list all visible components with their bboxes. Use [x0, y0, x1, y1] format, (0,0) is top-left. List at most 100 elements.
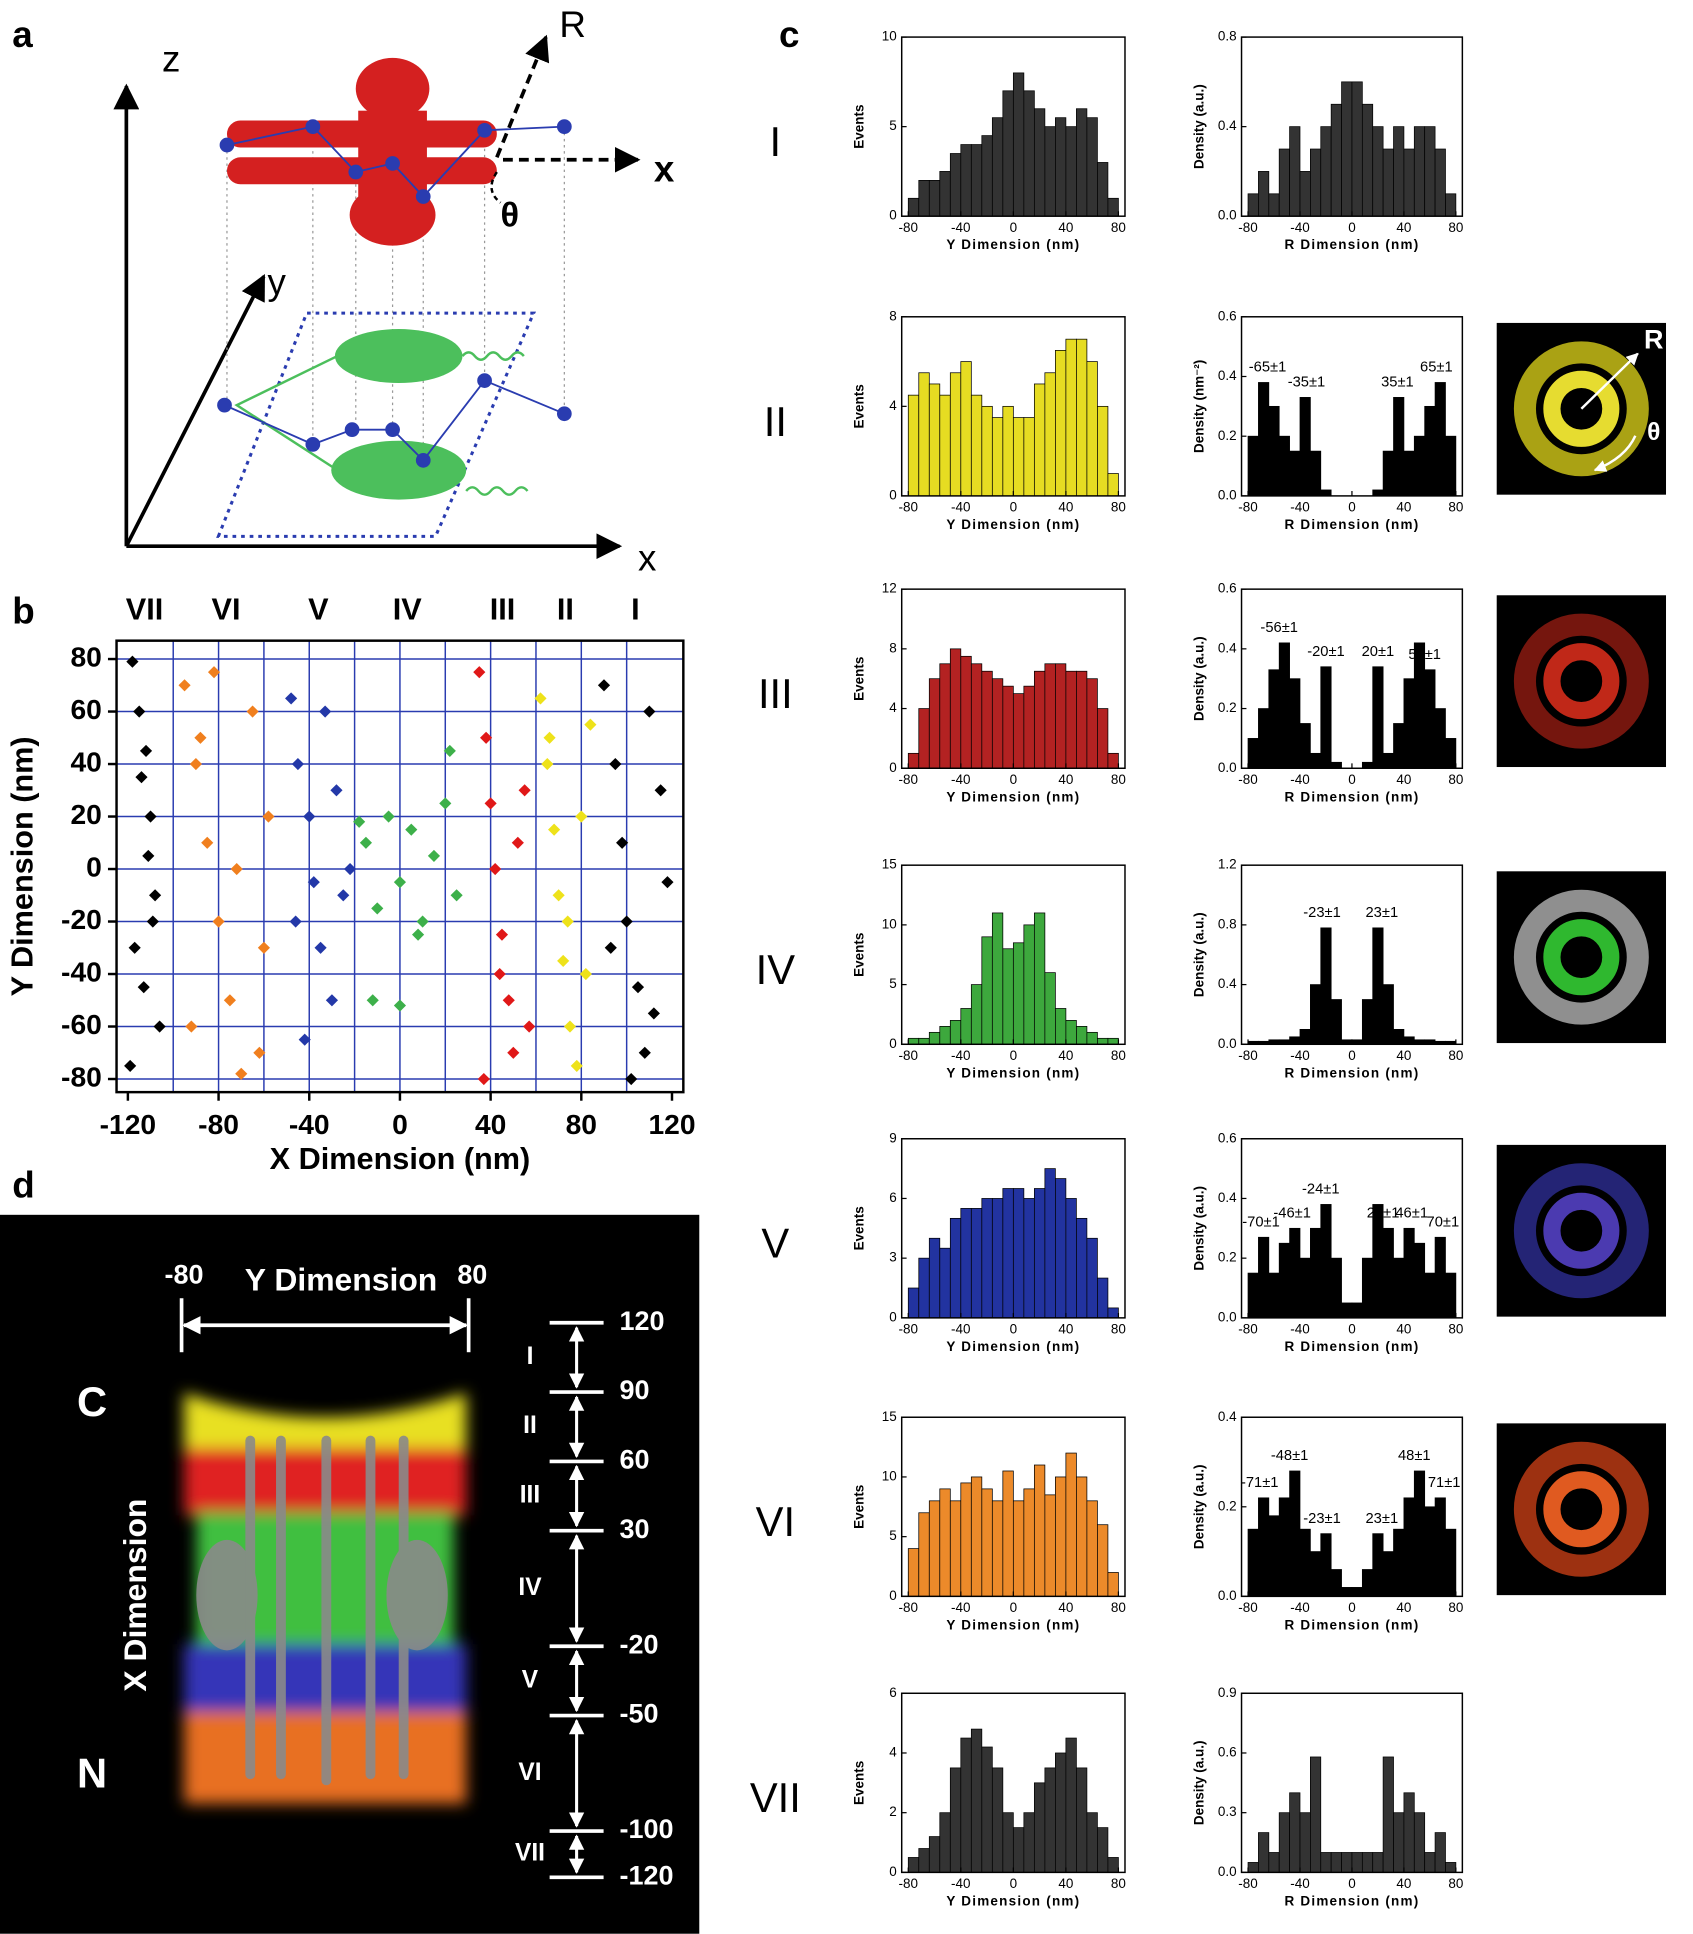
y-axis-label: Events [852, 1206, 867, 1250]
y-tick-label: 0.6 [1218, 1130, 1237, 1145]
bar [949, 1217, 962, 1319]
bar [1403, 1497, 1415, 1597]
point [625, 1072, 638, 1086]
row-label: V [761, 1220, 789, 1267]
panel-label: a [12, 14, 33, 55]
bar [1403, 148, 1415, 217]
x-tick-label: 0 [1010, 220, 1018, 235]
ring-core [1571, 1220, 1592, 1241]
bar [1341, 81, 1353, 217]
bar [1086, 361, 1098, 497]
y-axis-label: Events [852, 384, 867, 428]
x-tick-label: -40 [951, 220, 970, 235]
bar [1341, 1852, 1353, 1873]
bar [907, 1037, 920, 1045]
bar [1097, 1037, 1109, 1045]
bar [1268, 1515, 1280, 1597]
bar [1393, 723, 1405, 769]
bar [1382, 752, 1394, 769]
bar [970, 984, 983, 1045]
bar [1382, 1227, 1394, 1319]
bar [1310, 1227, 1322, 1319]
x-axis-label: X Dimension (nm) [270, 1142, 531, 1176]
bar [1044, 972, 1056, 1045]
point [201, 836, 214, 849]
bar [981, 670, 993, 769]
point [661, 876, 674, 889]
bar [928, 180, 941, 217]
y-tick-label: 8 [889, 640, 897, 655]
x-tick-label: 80 [1448, 500, 1463, 515]
bar [1247, 738, 1259, 769]
bar [949, 153, 962, 217]
y-axis-label: Events [852, 105, 867, 149]
y-tick-label: 0.2 [1218, 428, 1237, 443]
point [575, 810, 588, 823]
bar [1330, 103, 1342, 217]
point [548, 823, 561, 836]
bar [1076, 1767, 1088, 1873]
peak-label: -23±1 [1303, 905, 1341, 921]
axis-label: y [267, 262, 286, 303]
point [631, 981, 645, 994]
y-tick-label: 15 [882, 857, 897, 872]
point [212, 915, 225, 928]
peak-label: -35±1 [1288, 375, 1326, 391]
ring-outer [1513, 1163, 1649, 1299]
x-tick-label: 40 [1058, 1322, 1073, 1337]
bar [1278, 1242, 1290, 1319]
y-tick-label: 0.0 [1218, 1309, 1237, 1324]
point [405, 823, 418, 836]
bar [1055, 1178, 1067, 1319]
bar [1065, 1020, 1077, 1045]
bar [960, 1482, 972, 1597]
bar [1372, 1533, 1384, 1597]
bar [960, 1008, 972, 1045]
bar [907, 1548, 920, 1597]
x-tick-label: 0 [1010, 772, 1018, 787]
projected-dots [217, 373, 572, 468]
x-tick-label: 80 [1448, 1600, 1463, 1615]
point [416, 915, 429, 928]
bar [1012, 693, 1025, 769]
bar [960, 1737, 972, 1873]
x-tick-label: -80 [1238, 500, 1257, 515]
scale-label: 30 [620, 1514, 650, 1544]
x-tick-label: 0 [1348, 1876, 1356, 1891]
bar [1299, 723, 1311, 769]
bar [1012, 417, 1025, 497]
bar [1044, 1494, 1056, 1597]
point [325, 994, 338, 1007]
y-tick-label: 4 [889, 398, 897, 413]
bar [918, 1848, 930, 1873]
region-label: VII [126, 592, 163, 626]
y-axis-label: Density (a.u.) [1191, 636, 1206, 721]
bar [1393, 1528, 1405, 1597]
bar [1289, 126, 1301, 217]
bar [1097, 1524, 1109, 1597]
bar [1310, 752, 1322, 769]
bar [1361, 999, 1374, 1045]
point [371, 902, 384, 915]
coord-label: x [654, 149, 675, 190]
segment-label: V [522, 1666, 539, 1693]
bar [991, 678, 1004, 769]
point [393, 999, 407, 1012]
axis-label: z [162, 38, 180, 79]
x-tick-label: 80 [566, 1108, 597, 1140]
region-label: III [490, 592, 516, 626]
bar [1086, 1031, 1098, 1045]
y-tick-label: 0.6 [1218, 581, 1237, 596]
point [552, 889, 565, 902]
point [285, 692, 298, 705]
scale-label: -120 [620, 1860, 674, 1890]
bar [1258, 1832, 1270, 1873]
x-tick-label: 80 [1111, 1048, 1126, 1063]
bar [1086, 1500, 1098, 1597]
bar [960, 655, 972, 769]
x-tick-label: 80 [1111, 772, 1126, 787]
peak-label: -48±1 [1271, 1448, 1309, 1464]
bar [1341, 1587, 1353, 1597]
ring-inner [1543, 1192, 1620, 1269]
x-tick-label: 40 [1058, 220, 1073, 235]
